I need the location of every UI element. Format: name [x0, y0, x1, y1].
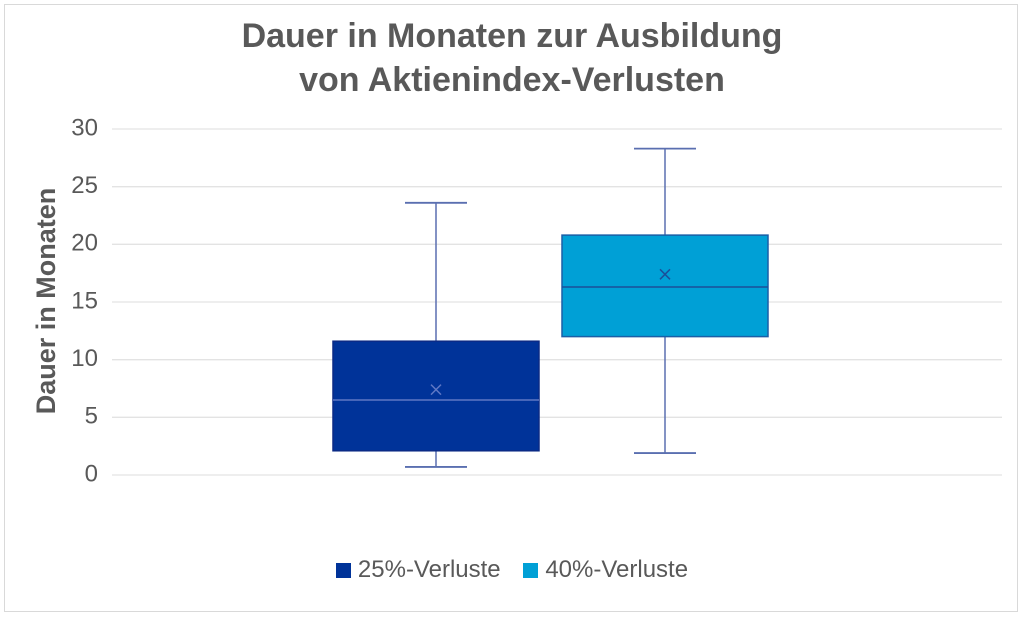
y-tick-labels: 0 5 10 15 20 25 30: [71, 114, 98, 487]
y-tick-25: 25: [71, 172, 98, 199]
legend-swatch-25: [335, 562, 351, 578]
legend-item-25: 25%-Verluste: [335, 556, 501, 584]
legend: 25%-Verluste 40%-Verluste: [0, 556, 1024, 585]
mean-marker-b: [430, 384, 442, 396]
box-1: [332, 201, 540, 468]
y-tick-30: 30: [71, 114, 98, 141]
legend-swatch-40: [523, 562, 539, 578]
y-tick-0: 0: [85, 460, 98, 487]
box-iqr: [332, 340, 540, 452]
chart-title: Dauer in Monaten zur Ausbildung von Akti…: [0, 14, 1024, 102]
y-tick-20: 20: [71, 230, 98, 257]
chart-title-line-1: Dauer in Monaten zur Ausbildung: [241, 17, 783, 55]
chart-title-line-2: von Aktienindex-Verlusten: [299, 61, 725, 99]
gridlines: [112, 128, 1002, 476]
mean-marker-b: [659, 268, 671, 280]
legend-item-40: 40%-Verluste: [523, 556, 688, 584]
legend-label-25: 25%-Verluste: [357, 556, 501, 583]
y-tick-10: 10: [71, 345, 98, 372]
legend-label-40: 40%-Verluste: [545, 556, 689, 583]
chart-frame: [4, 4, 1018, 612]
box-2: [561, 147, 769, 454]
y-axis-label: Dauer in Monaten: [31, 188, 61, 415]
boxes: [332, 147, 769, 468]
y-tick-5: 5: [85, 403, 98, 430]
box-iqr: [561, 234, 769, 338]
y-tick-15: 15: [71, 287, 98, 314]
